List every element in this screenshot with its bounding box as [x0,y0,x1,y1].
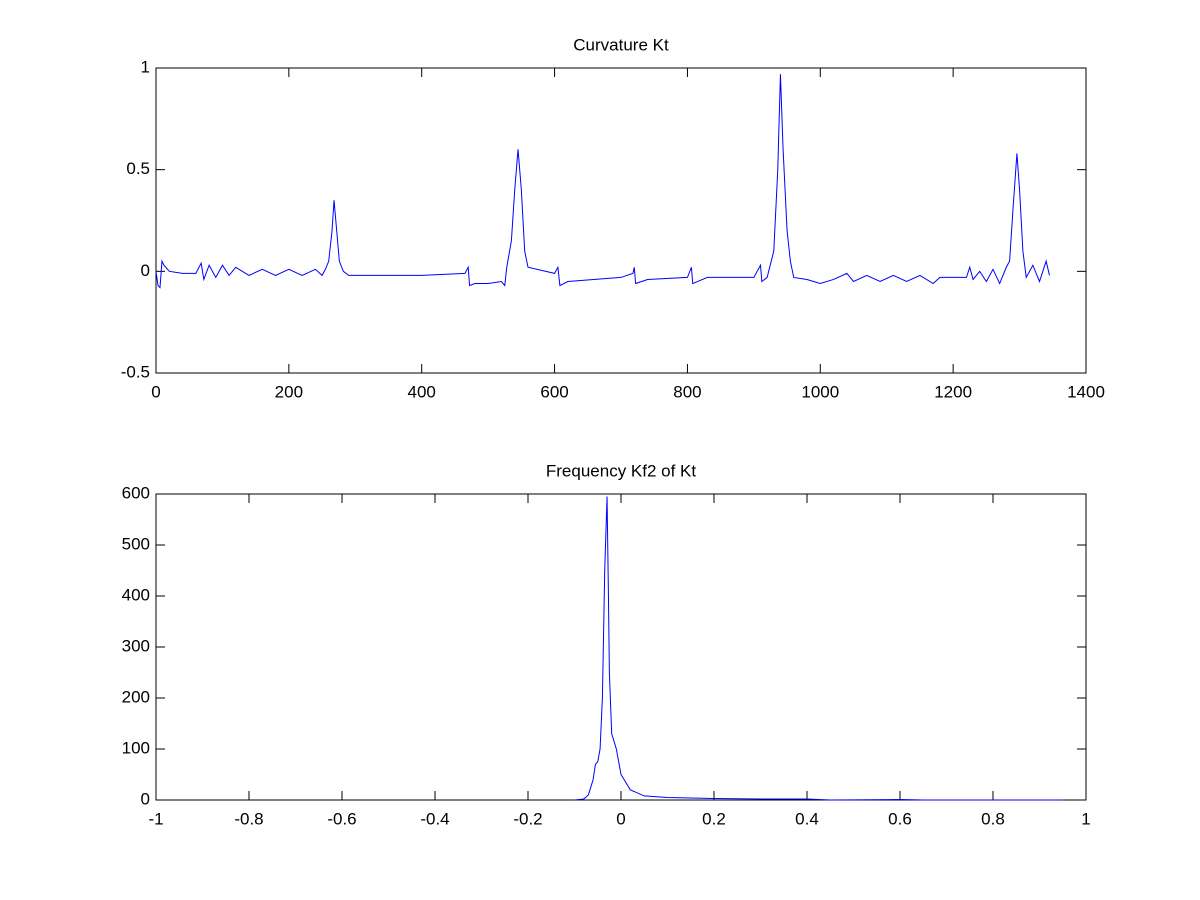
y-tick-label: 100 [122,738,150,757]
x-tick-label: -0.2 [513,809,542,828]
data-line [155,74,1050,289]
x-tick-label: -0.8 [234,809,263,828]
chart-title: Curvature Kt [573,35,669,54]
y-tick-label: 200 [122,687,150,706]
plot-area [155,493,1087,801]
x-tick-label: 0.4 [795,809,819,828]
y-tick-label: 0 [141,789,150,808]
x-tick-label: 1200 [934,382,972,401]
y-tick-label: 0.5 [126,159,150,178]
x-tick-label: 0.6 [888,809,912,828]
y-tick-label: 600 [122,483,150,502]
x-tick-label: 1000 [801,382,839,401]
chart-title: Frequency Kf2 of Kt [546,461,697,480]
y-tick-label: 400 [122,585,150,604]
x-tick-label: 0.2 [702,809,726,828]
plot-area [155,67,1087,374]
x-tick-label: -0.4 [420,809,449,828]
x-tick-label: 800 [673,382,701,401]
x-tick-label: 0 [616,809,625,828]
data-line [574,496,1063,801]
y-tick-label: 500 [122,534,150,553]
x-tick-label: 1400 [1067,382,1105,401]
y-tick-label: -0.5 [121,362,150,381]
x-tick-label: 0 [151,382,160,401]
x-tick-label: -0.6 [327,809,356,828]
y-tick-label: 300 [122,636,150,655]
x-tick-label: 1 [1081,809,1090,828]
x-tick-label: 600 [540,382,568,401]
x-tick-label: 400 [408,382,436,401]
x-tick-label: 200 [275,382,303,401]
x-tick-label: 0.8 [981,809,1005,828]
y-tick-label: 0 [141,261,150,280]
y-tick-label: 1 [141,57,150,76]
x-tick-label: -1 [148,809,163,828]
